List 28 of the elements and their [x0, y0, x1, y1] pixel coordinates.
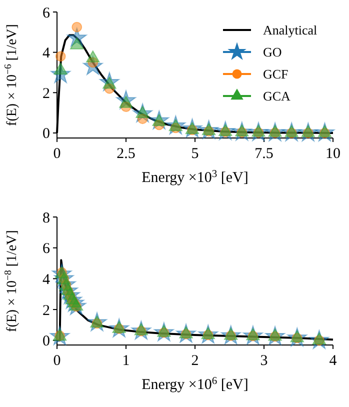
point [72, 22, 82, 32]
legend-label: Analytical [263, 22, 318, 38]
x-axis-title: Energy ×10$^{6}$ [eV] [142, 376, 248, 393]
y-tick-label: 0 [42, 126, 50, 142]
point [55, 51, 66, 62]
x-tick-label: 0 [53, 353, 61, 369]
legend-label: GO [263, 44, 282, 60]
x-tick-label: 2 [191, 353, 199, 369]
legend-label: GCA [263, 88, 292, 104]
x-tick-label: 5 [191, 146, 199, 162]
y-tick-label: 2 [42, 302, 50, 319]
y-tick-label: 6 [42, 5, 50, 22]
x-tick-label: 3 [260, 353, 268, 369]
y-tick-label: 4 [42, 46, 50, 62]
x-tick-label: 2.5 [116, 146, 136, 162]
x-axis-title: Energy ×10$^{3}$ [eV] [142, 168, 248, 186]
x-tick-label: 1 [122, 353, 130, 369]
x-tick-label: 10 [326, 146, 340, 162]
x-tick-label: 4 [329, 353, 338, 369]
x-tick-label: 7.5 [254, 146, 274, 162]
y-tick-label: 2 [42, 86, 50, 102]
y-tick-label: 8 [42, 210, 50, 226]
point [86, 50, 100, 63]
y-tick-label: 6 [42, 241, 50, 258]
x-tick-label: 0 [53, 146, 61, 162]
legend-label: GCF [263, 66, 288, 82]
y-tick-label: 4 [42, 272, 50, 288]
y-tick-label: 0 [42, 334, 50, 350]
